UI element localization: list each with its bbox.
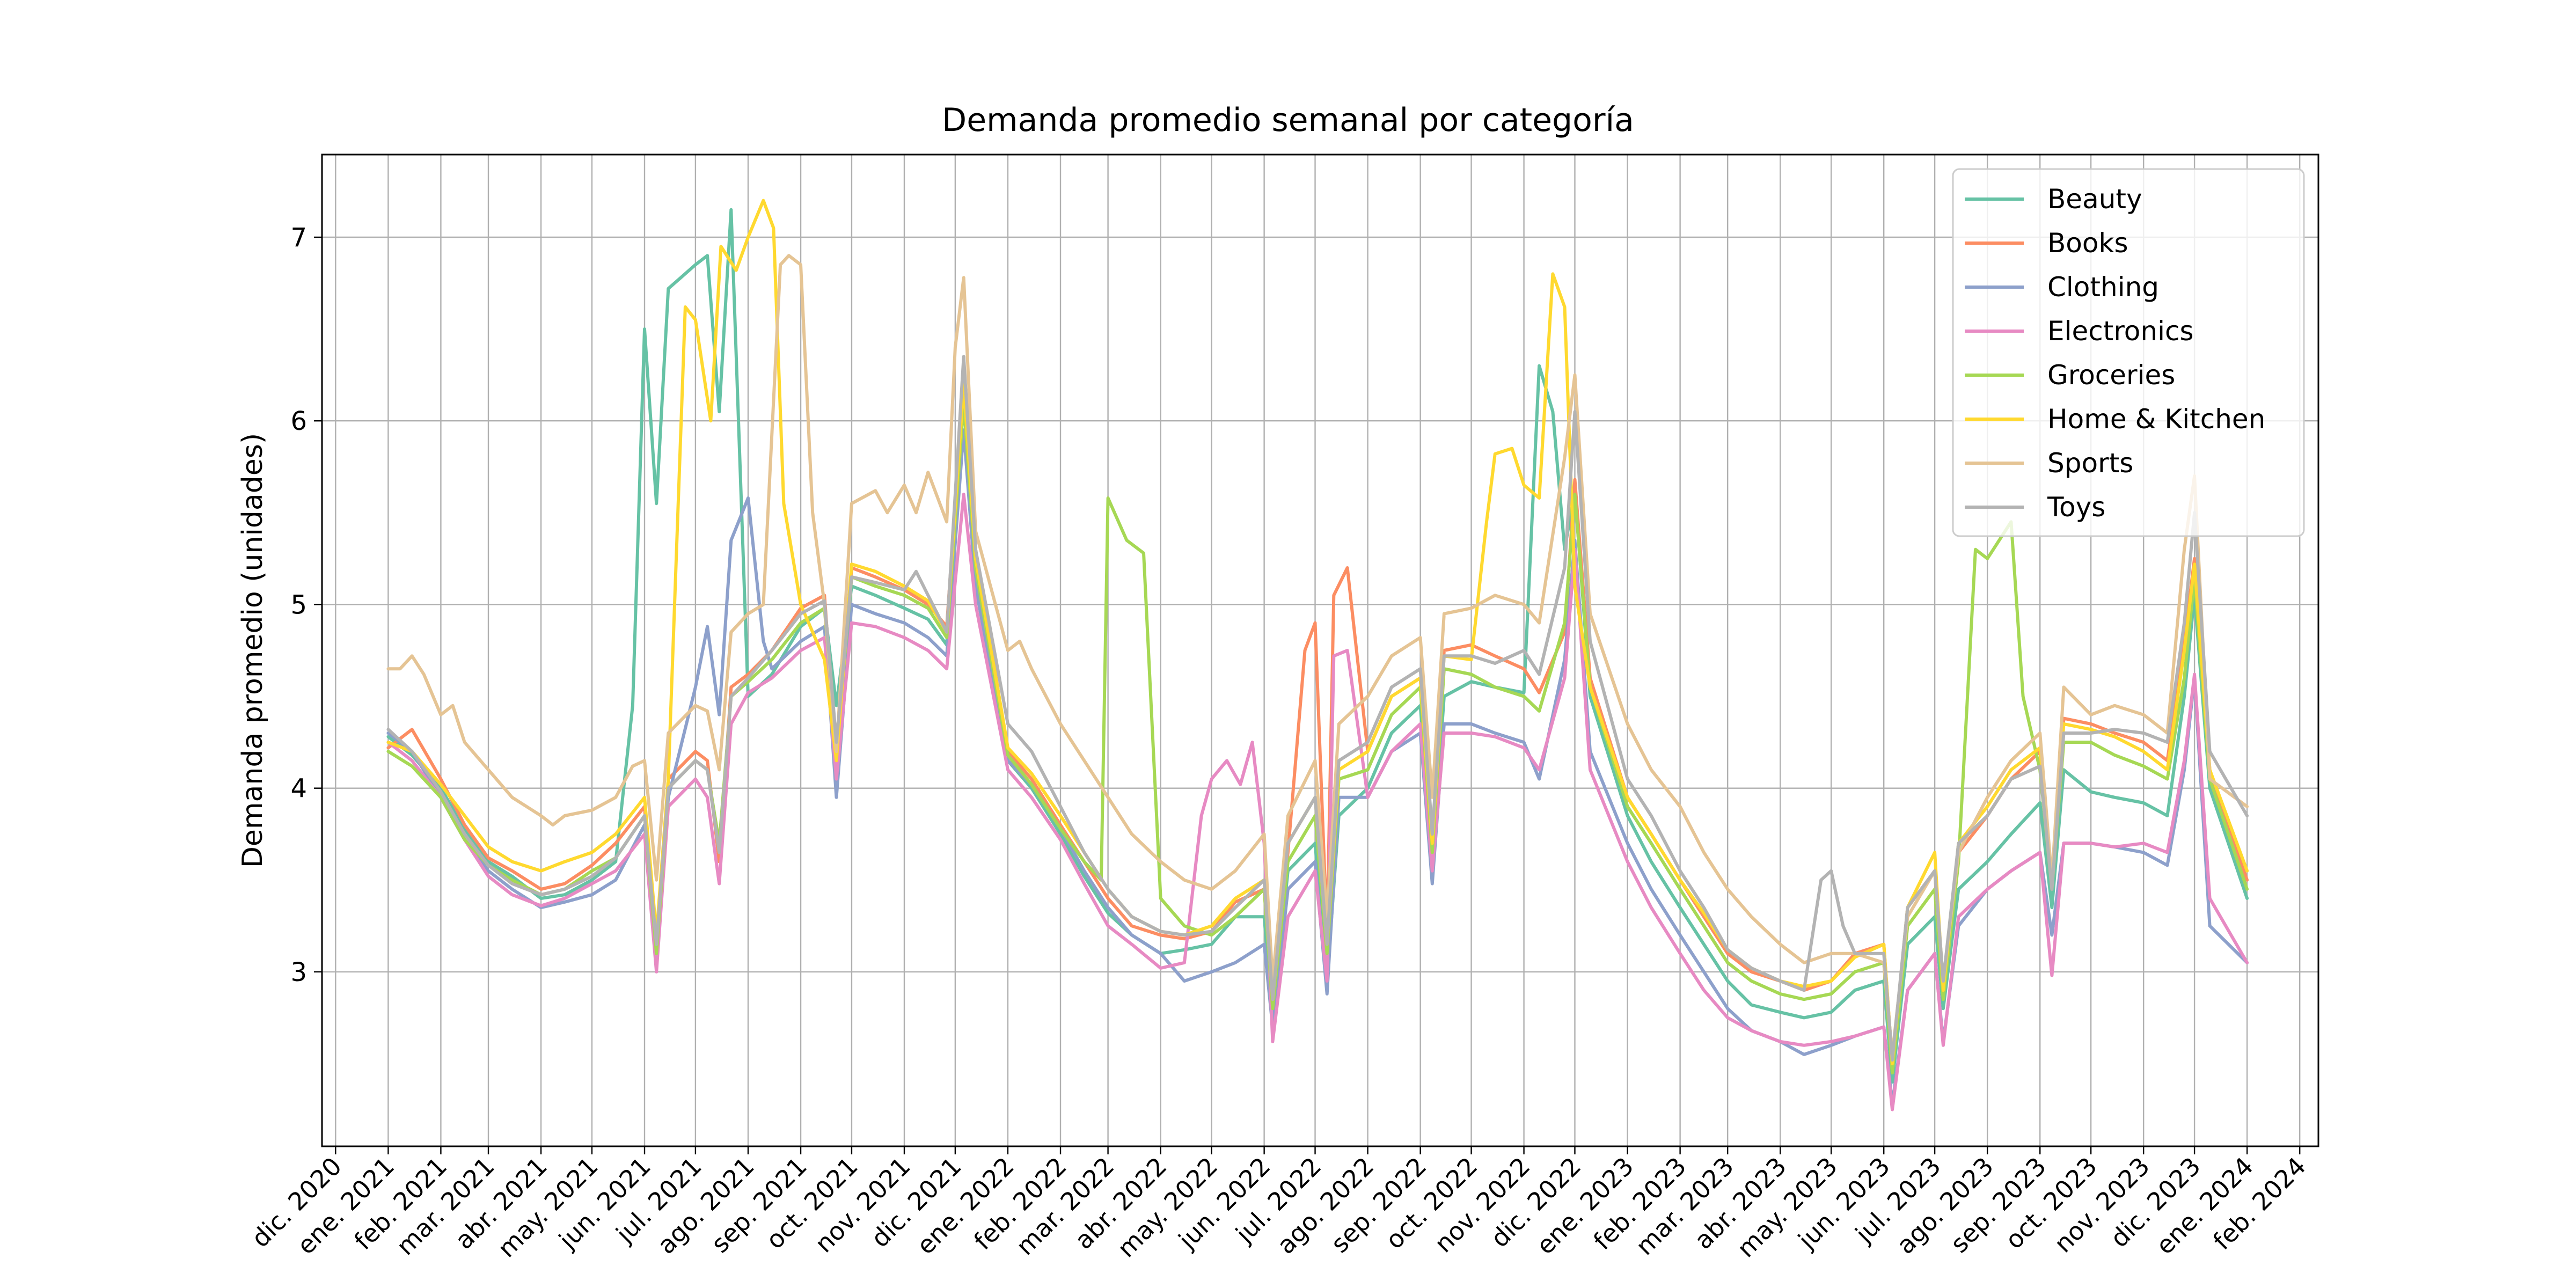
legend-frame xyxy=(1952,168,2305,537)
plot-frame xyxy=(321,153,2319,1147)
legend-label-home-kitchen: Home & Kitchen xyxy=(2047,404,2265,435)
y-tick-label: 6 xyxy=(290,406,307,436)
y-tick-label: 3 xyxy=(290,957,307,987)
legend-label-clothing: Clothing xyxy=(2047,272,2159,303)
series-line-electronics xyxy=(386,493,2249,1111)
y-axis-label: Demanda promedio (unidades) xyxy=(237,433,269,868)
y-tick-label: 4 xyxy=(290,774,307,804)
y-tick-label: 5 xyxy=(290,590,307,620)
legend-label-electronics: Electronics xyxy=(2047,316,2194,347)
legend-label-groceries: Groceries xyxy=(2047,360,2175,391)
legend: Beauty Books Clothing Electronics Groceries H… xyxy=(1952,168,2305,537)
y-tick-label: 7 xyxy=(290,223,307,253)
series-line-toys xyxy=(386,355,2249,1062)
legend-label-sports: Sports xyxy=(2047,448,2133,479)
chart-title: Demanda promedio semanal por categoría xyxy=(942,101,1634,139)
series-group xyxy=(386,199,2249,1111)
legend-label-books: Books xyxy=(2047,228,2128,259)
y-axis: 3 4 5 6 7 xyxy=(290,223,322,987)
legend-label-toys: Toys xyxy=(2047,492,2105,523)
legend-label-beauty: Beauty xyxy=(2047,184,2142,215)
